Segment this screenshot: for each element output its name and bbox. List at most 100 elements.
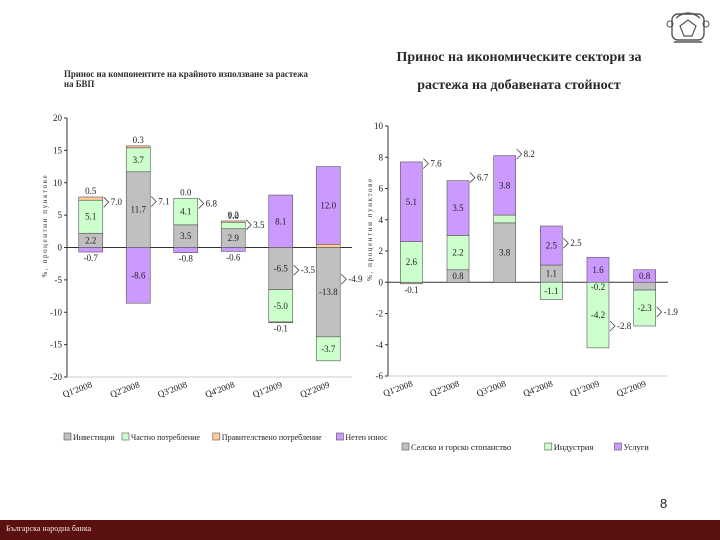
legend-label: Частно потребление <box>131 433 200 442</box>
total-marker <box>340 273 347 285</box>
data-label: 1.1 <box>546 269 557 279</box>
bar-segment <box>493 214 516 224</box>
y-tick-label: 10 <box>53 178 63 188</box>
data-label: -0.1 <box>274 324 288 334</box>
total-label: 6.8 <box>206 198 218 208</box>
data-label: -5.0 <box>274 301 289 311</box>
legend-swatch <box>336 432 344 441</box>
bar-segment <box>540 281 563 300</box>
data-label: -1.1 <box>544 286 558 296</box>
total-label: 3.5 <box>253 220 265 230</box>
y-tick-label: 8 <box>379 152 384 162</box>
bar-segment <box>315 247 341 338</box>
chart2-title: Принос на икономическите сектори за раст… <box>396 50 642 93</box>
bar-segment <box>586 256 610 283</box>
total-marker <box>656 306 663 318</box>
data-label: -0.8 <box>179 254 194 264</box>
x-tick-label: Q1'2009 <box>568 378 601 398</box>
x-tick-label: Q4'2008 <box>522 378 555 398</box>
y-tick-label: -6 <box>376 371 384 381</box>
bar-segment <box>315 166 341 245</box>
total-label: 2.5 <box>570 238 582 248</box>
legend-swatch <box>401 442 410 451</box>
bar-segment <box>173 197 199 226</box>
data-label: 3.7 <box>133 155 145 165</box>
legend-swatch <box>614 442 622 451</box>
x-tick-label: Q2'2009 <box>615 378 648 398</box>
data-label: 1.0 <box>228 211 240 221</box>
data-label: -8.6 <box>131 270 146 280</box>
bar-segment <box>125 145 151 149</box>
bar-segment <box>78 196 104 201</box>
legend-label: Селско и горско стопанство <box>411 442 511 452</box>
data-label: 5.1 <box>406 197 417 207</box>
data-label: 0.8 <box>452 271 464 281</box>
data-label: 0.2 <box>228 210 239 220</box>
total-label: 8.2 <box>524 149 535 159</box>
total-label: 7.1 <box>158 197 169 207</box>
data-label: 2.2 <box>85 235 96 245</box>
data-label: 3.5 <box>452 203 464 213</box>
legend-label: Нетен износ <box>345 433 388 442</box>
legend-swatch <box>63 432 72 441</box>
bar-segment <box>268 194 294 248</box>
legend-label: Инвестиции <box>73 433 115 442</box>
x-tick-label: Q3'2008 <box>475 378 508 398</box>
y-tick-label: 0 <box>58 243 63 253</box>
y-tick-label: 0 <box>379 277 384 287</box>
y-tick-label: 20 <box>53 113 63 123</box>
legend-label: Услуги <box>624 442 650 452</box>
bar-segment <box>173 247 199 253</box>
bar-segment <box>125 247 151 304</box>
data-label: 2.2 <box>452 248 463 258</box>
data-label: -4.2 <box>591 310 605 320</box>
data-label: -3.7 <box>321 344 336 354</box>
data-label: 2.5 <box>546 241 558 251</box>
y-tick-label: 6 <box>379 184 384 194</box>
data-label: 3.8 <box>499 180 511 190</box>
legend-label: Правителствено потребление <box>222 433 322 442</box>
y-tick-label: 2 <box>379 246 384 256</box>
y-tick-label: 4 <box>379 215 384 225</box>
y-tick-label: -2 <box>376 309 384 319</box>
total-label: -4.9 <box>348 274 363 284</box>
total-marker <box>103 196 110 208</box>
data-label: -0.2 <box>591 282 605 292</box>
bar-segment <box>125 171 151 248</box>
data-label: 0.5 <box>85 186 97 196</box>
y-tick-label: 10 <box>374 121 384 131</box>
total-marker <box>293 264 300 276</box>
data-label: 0.0 <box>180 187 192 197</box>
data-label: 0.3 <box>133 135 145 145</box>
y-tick-label: -15 <box>50 340 62 350</box>
bar-segment <box>220 247 246 252</box>
data-label: 12.0 <box>320 200 336 210</box>
total-marker <box>516 148 523 160</box>
total-label: -3.5 <box>301 265 316 275</box>
data-label: 4.1 <box>180 207 191 217</box>
y-axis-label: %, процентни пунктове <box>366 177 374 281</box>
bar-segment <box>78 247 104 253</box>
footer-bar: Българска народна банка <box>0 520 720 540</box>
x-tick-label: Q1'2008 <box>382 378 415 398</box>
chart1-title: Принос на компонентите на крайното изпол… <box>64 70 308 90</box>
y-tick-label: -20 <box>50 372 62 382</box>
data-label: 2.9 <box>228 233 240 243</box>
total-label: -2.8 <box>617 321 632 331</box>
bar-segment <box>315 336 341 362</box>
data-label: -13.8 <box>319 287 338 297</box>
legend-swatch <box>121 432 130 441</box>
page-number: 8 <box>660 496 668 511</box>
total-marker <box>423 158 429 169</box>
y-tick-label: -5 <box>55 275 63 285</box>
total-label: 6.7 <box>477 173 489 183</box>
total-marker <box>150 196 157 207</box>
data-label: -6.5 <box>274 264 289 274</box>
total-marker <box>563 237 569 249</box>
total-marker <box>469 172 476 183</box>
bar-segment <box>220 220 246 223</box>
legend-label: Индустрия <box>554 442 594 452</box>
y-tick-label: -10 <box>50 307 62 317</box>
bar-segment <box>493 155 516 216</box>
